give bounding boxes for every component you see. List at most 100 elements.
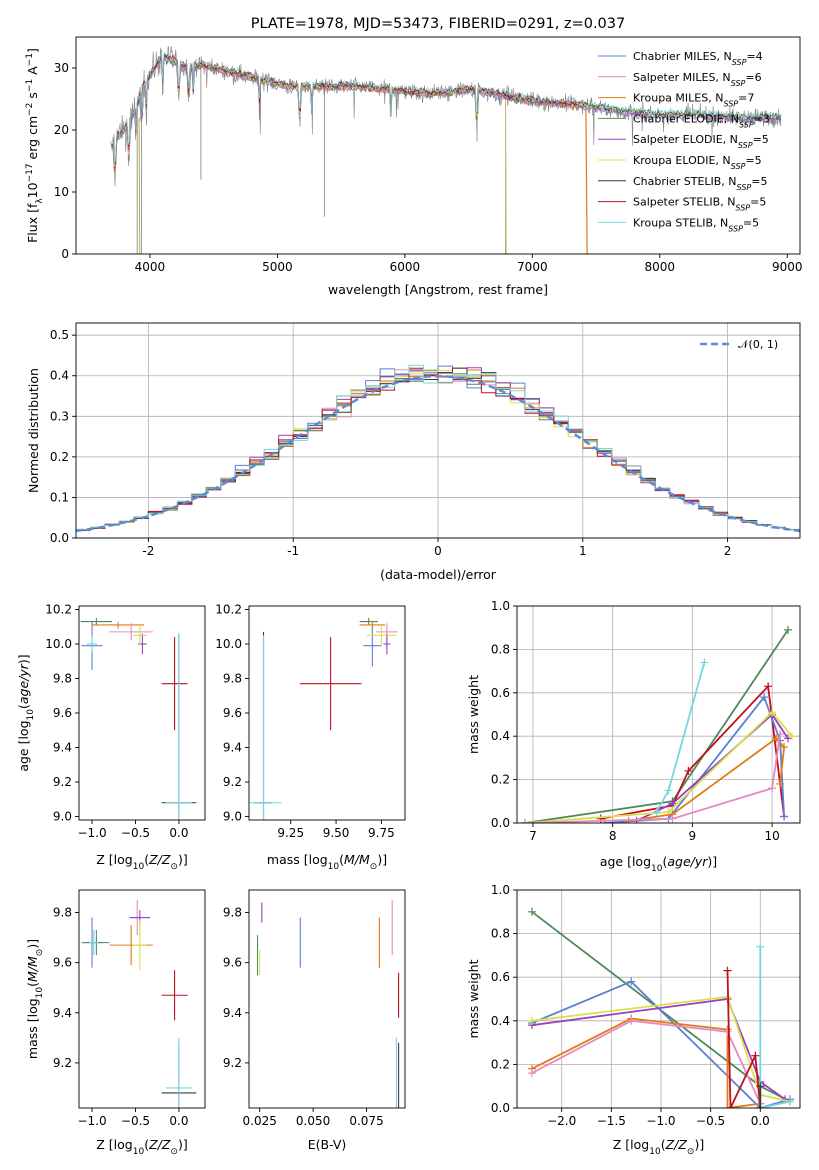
weight-marker (756, 1104, 765, 1108)
legend: Chabrier MILES, NSSP=4 Salpeter MILES, NS… (598, 50, 770, 233)
x-axis-label: E(B-V) (308, 1137, 347, 1152)
x-tick-label: 5000 (262, 260, 293, 274)
weight-marker (723, 1027, 732, 1036)
spectrum-model-line (111, 54, 584, 173)
y-axis-label: mass [log10(M/M⊙)] (25, 939, 45, 1059)
x-tick-label: 2 (724, 544, 732, 558)
error-bar-point (249, 635, 282, 820)
plot-area (256, 900, 400, 1108)
axes-weight_vs_age: 7 8 9 10 0.0 0.2 0.4 0.6 0.8 1.0 (491, 599, 801, 843)
y-axis-label: mass weight (466, 675, 481, 754)
y-tick-label: 0.4 (491, 729, 510, 743)
axes-residuals: -2 -1 0 1 2 0.0 0.1 0.2 0.3 0.4 0.5 (50, 322, 801, 558)
weight-marker (723, 1104, 732, 1108)
x-tick-label: 0.0 (169, 826, 188, 840)
chart-title: PLATE=1978, MJD=53473, FIBERID=0291, z=0… (251, 16, 625, 32)
y-tick-label: 9.4 (53, 1006, 72, 1020)
y-tick-label: 10 (54, 185, 69, 199)
weight-marker (756, 942, 765, 951)
y-tick-label: 9.8 (223, 671, 242, 685)
y-tick-label: 9.6 (223, 706, 242, 720)
y-tick-label: 9.0 (223, 810, 242, 824)
weight-marker (726, 1104, 735, 1108)
error-bar-point (366, 624, 396, 646)
weight-marker (520, 819, 529, 823)
y-tick-label: 0 (61, 247, 69, 261)
plot-area (520, 625, 797, 823)
y-tick-label: 9.8 (53, 671, 72, 685)
x-axis-label: mass [log10(M/M⊙)] (267, 852, 387, 872)
x-tick-label: 0.050 (296, 1114, 330, 1128)
y-tick-label: 0.0 (50, 531, 69, 545)
weight-marker (684, 766, 693, 775)
x-tick-label: 0.075 (349, 1114, 383, 1128)
x-tick-label: 0.0 (751, 1114, 770, 1128)
x-tick-label: −1.0 (77, 1114, 106, 1128)
x-axis-label: Z [log10(Z/Z⊙)] (96, 1137, 187, 1157)
y-tick-label: 9.6 (53, 956, 72, 970)
x-axis-label: Z [log10(Z/Z⊙)] (613, 1137, 704, 1157)
y-tick-label: 9.4 (223, 741, 242, 755)
weight-marker (780, 812, 789, 821)
x-tick-label: 9.75 (368, 826, 395, 840)
x-tick-label: 0.0 (169, 1114, 188, 1128)
weight-marker (527, 1069, 536, 1078)
weight-line (531, 980, 791, 1108)
x-tick-label: 9.50 (323, 826, 350, 840)
legend-entry: Chabrier MILES, NSSP=4 (633, 50, 763, 67)
weight-marker (784, 625, 793, 634)
y-tick-label: 0.2 (491, 773, 510, 787)
x-tick-label: -1 (287, 544, 299, 558)
weight-marker (527, 1016, 536, 1025)
y-axis-label: age [log10(age/yr)] (16, 654, 36, 771)
weight-line (531, 998, 786, 1101)
x-tick-label: −1.0 (77, 826, 106, 840)
weight-marker (751, 1051, 760, 1060)
axes-frame (75, 36, 801, 255)
x-tick-label: −0.5 (121, 1114, 150, 1128)
y-tick-label: 10.0 (45, 637, 72, 651)
error-bar-point (359, 618, 378, 625)
weight-line (636, 713, 789, 822)
weight-marker (776, 779, 785, 788)
x-tick-label: 8000 (645, 260, 676, 274)
error-bar-point (359, 621, 386, 629)
weight-line (524, 733, 781, 823)
weight-line (531, 995, 791, 1103)
y-tick-label: 0.4 (50, 369, 69, 383)
y-tick-label: 9.0 (53, 810, 72, 824)
weight-line (524, 629, 789, 823)
y-tick-label: 9.2 (223, 775, 242, 789)
plot-area (81, 900, 197, 1108)
x-tick-label: 0 (434, 544, 442, 558)
weight-marker (760, 693, 769, 702)
plot-area (249, 618, 398, 820)
error-bar-point (161, 970, 188, 1021)
y-tick-label: 9.6 (223, 956, 242, 970)
y-tick-label: 9.4 (53, 741, 72, 755)
weight-marker (776, 730, 785, 739)
axes-frame (78, 889, 206, 1109)
axes-weight_vs_Z: −2.0 −1.5 −1.0 −0.5 0.0 0.0 0.2 0.4 0.6 0.8 1.0 (491, 883, 801, 1128)
error-bar-point (165, 1037, 192, 1108)
x-tick-label: 9000 (772, 260, 803, 274)
y-tick-label: 10.2 (45, 602, 72, 616)
y-tick-label: 0.2 (491, 1057, 510, 1071)
y-tick-label: 9.2 (53, 1056, 72, 1070)
model-cutoff (585, 105, 588, 254)
model-cutoff (505, 98, 507, 254)
weight-line (531, 1019, 762, 1104)
error-bar-point (363, 624, 382, 667)
y-tick-label: 10.0 (215, 637, 242, 651)
error-bar-point (299, 637, 362, 731)
axes-age_vs_mass: 9.25 9.50 9.75 9.0 9.2 9.4 9.6 9.8 10.0 10.2 (215, 602, 406, 840)
histogram-step (76, 364, 800, 531)
y-tick-label: 10.2 (215, 602, 242, 616)
y-tick-label: 0.5 (50, 328, 69, 342)
y-tick-label: 9.8 (223, 906, 242, 920)
x-tick-label: 7 (529, 829, 537, 843)
legend-entry: Kroupa ELODIE, NSSP=5 (633, 154, 762, 171)
legend-entry: 𝒩(0, 1) (738, 338, 778, 351)
weight-line (726, 970, 762, 1108)
